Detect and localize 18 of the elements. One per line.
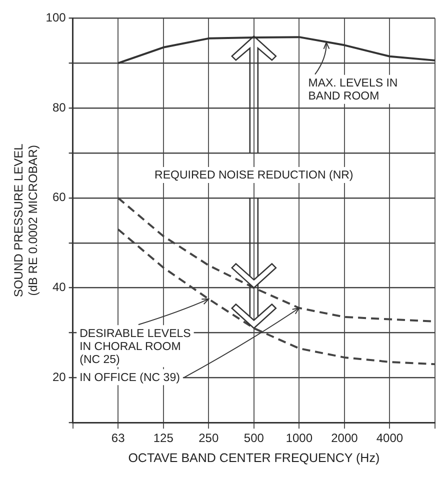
x-tick-label: 500 [244, 431, 264, 446]
x-axis-title: OCTAVE BAND CENTER FREQUENCY (Hz) [128, 450, 380, 465]
x-tick-label: 63 [111, 431, 126, 446]
x-tick-label: 250 [198, 431, 219, 446]
y-tick-label: 100 [46, 10, 66, 25]
annotation: IN OFFICE (NC 39) [80, 372, 180, 384]
y-tick-label: 60 [52, 190, 66, 204]
x-tick-label: 4000 [376, 431, 404, 446]
y-tick-label: 80 [52, 100, 66, 114]
y-tick-label: 20 [52, 370, 66, 384]
annotation: MAX. LEVELS IN BAND ROOM [308, 78, 398, 103]
annotation: REQUIRED NOISE REDUCTION (NR) [154, 170, 354, 182]
annotation: DESIRABLE LEVELS IN CHORAL ROOM (NC 25) [80, 328, 192, 366]
y-axis-title: SOUND PRESSURE LEVEL (dB RE 0.0002 MICROBAR) [12, 143, 40, 298]
x-tick-label: 125 [153, 431, 174, 446]
x-tick-label: 1000 [286, 431, 313, 446]
x-tick-label: 2000 [331, 431, 358, 446]
y-tick-label: 40 [52, 280, 66, 294]
